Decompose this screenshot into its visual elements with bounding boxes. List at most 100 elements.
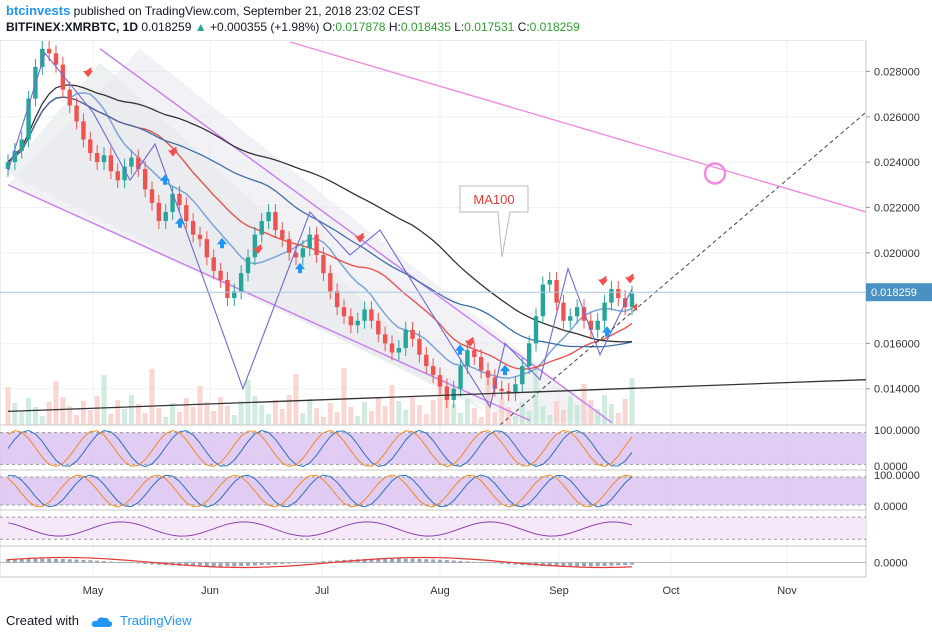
ma100-callout[interactable]: MA100 bbox=[459, 185, 529, 258]
macd-hist-bar bbox=[211, 562, 216, 567]
candle-body bbox=[472, 350, 477, 358]
candle-body bbox=[616, 289, 621, 299]
pink-resistance-line bbox=[289, 41, 867, 213]
candle bbox=[403, 321, 408, 356]
volume-bar bbox=[403, 410, 409, 425]
macd-hist-bar bbox=[630, 562, 634, 565]
candle-body bbox=[67, 89, 72, 106]
candle-body bbox=[389, 343, 395, 353]
candle bbox=[204, 231, 210, 266]
candle bbox=[197, 226, 203, 248]
candle-body bbox=[369, 309, 374, 321]
candle bbox=[314, 226, 319, 263]
candle bbox=[101, 147, 107, 171]
candle bbox=[115, 163, 120, 189]
macd-hist-bar bbox=[88, 560, 93, 563]
volume-bar bbox=[416, 405, 422, 425]
candle-body bbox=[5, 162, 11, 169]
volume-bar bbox=[615, 413, 621, 425]
candle bbox=[273, 204, 278, 239]
volume-bar bbox=[595, 409, 601, 425]
volume-bar bbox=[499, 398, 505, 425]
volume-bar bbox=[279, 409, 285, 425]
osc-tick-label: 0.0000 bbox=[874, 558, 908, 570]
volume-bar bbox=[341, 368, 347, 425]
volume-bar bbox=[115, 400, 121, 425]
macd-hist-bar bbox=[225, 562, 230, 567]
volume-bar bbox=[444, 395, 450, 425]
candle bbox=[238, 265, 244, 300]
candle-body bbox=[81, 121, 86, 140]
candle-body bbox=[170, 193, 175, 212]
macd-hist-bar bbox=[259, 562, 264, 566]
candle-body bbox=[526, 343, 532, 367]
candle bbox=[465, 342, 470, 375]
candle bbox=[40, 40, 45, 75]
volume-bar bbox=[554, 401, 560, 425]
macd-hist-bar bbox=[616, 562, 621, 566]
volume-bar bbox=[94, 396, 100, 425]
candle-body bbox=[245, 257, 251, 274]
macd-hist-bar bbox=[294, 562, 298, 564]
price-tick-label: 0.016000 bbox=[874, 338, 920, 350]
chart-canvas[interactable]: MA100 0.018259 0.028000 0.026000 0.024000 0.… bbox=[0, 40, 932, 608]
macd-hist-bar bbox=[67, 559, 72, 563]
candle bbox=[163, 204, 168, 229]
volume-bar bbox=[348, 407, 354, 425]
candle-body bbox=[259, 221, 264, 235]
candle bbox=[554, 272, 559, 311]
candle-body bbox=[444, 386, 450, 401]
volume-bar bbox=[231, 415, 237, 425]
open-label: O: bbox=[322, 20, 336, 34]
candle bbox=[218, 262, 223, 288]
sell-arrow-icon bbox=[354, 232, 366, 243]
candle-body bbox=[314, 234, 319, 256]
candle bbox=[184, 197, 189, 229]
macd-hist-bar bbox=[431, 559, 436, 563]
volume-bar bbox=[74, 415, 80, 425]
candle bbox=[12, 142, 18, 171]
volume-bar bbox=[286, 395, 292, 425]
buy-arrow-icon bbox=[294, 262, 306, 274]
volume-bar bbox=[574, 405, 580, 425]
close-value: 0.018259 bbox=[529, 20, 580, 34]
macd-hist-bar bbox=[582, 562, 586, 567]
high-label: H: bbox=[388, 20, 401, 34]
volume-bar bbox=[67, 406, 73, 425]
candle-body bbox=[101, 155, 107, 163]
macd-hist-bar bbox=[81, 559, 86, 563]
ma200-line bbox=[7, 84, 633, 343]
open-value: 0.017878 bbox=[335, 20, 386, 34]
candle bbox=[506, 383, 511, 402]
panel-rsi bbox=[0, 516, 866, 547]
volume-bar bbox=[355, 416, 361, 425]
candle-body bbox=[348, 316, 354, 326]
volume-bar bbox=[327, 403, 333, 425]
candle-body bbox=[252, 234, 258, 258]
macd-hist-bar bbox=[602, 562, 607, 566]
macd-hist-bar bbox=[458, 560, 463, 563]
author-link[interactable]: btcinvests bbox=[6, 3, 71, 18]
candle bbox=[602, 294, 607, 329]
candle bbox=[67, 81, 72, 114]
candle-body bbox=[520, 366, 525, 385]
macd-hist-bar bbox=[136, 562, 141, 564]
osc-tick-label: 0.0000 bbox=[874, 501, 908, 513]
macd-hist-bar bbox=[595, 562, 600, 567]
candle bbox=[286, 231, 292, 261]
buy-arrow-icon bbox=[454, 344, 466, 355]
candle-body bbox=[46, 48, 52, 54]
volume-bar bbox=[80, 401, 86, 425]
candle-body bbox=[574, 307, 580, 317]
candle-body bbox=[533, 316, 539, 344]
macd-hist-bar bbox=[547, 562, 552, 567]
volume-bar bbox=[492, 412, 498, 425]
volume-bar bbox=[12, 403, 18, 425]
time-tick-label: Aug bbox=[430, 585, 450, 597]
volume-bar bbox=[485, 373, 491, 425]
tradingview-brand[interactable]: TradingView bbox=[120, 613, 192, 628]
volume-bar bbox=[190, 407, 196, 425]
candle-body bbox=[122, 166, 127, 181]
volume-bar bbox=[506, 407, 512, 425]
last-bar-marker-icon bbox=[632, 303, 637, 312]
